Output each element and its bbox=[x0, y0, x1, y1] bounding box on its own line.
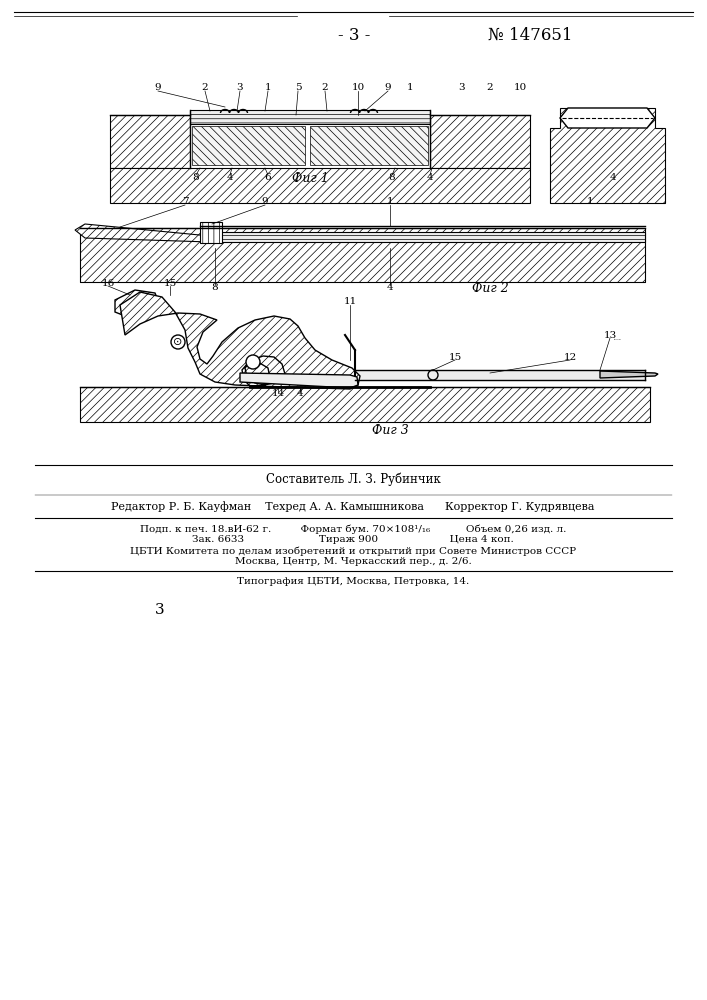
Text: 16: 16 bbox=[101, 278, 115, 288]
Text: 1: 1 bbox=[407, 84, 414, 93]
Text: ЦБТИ Комитета по делам изобретений и открытий при Совете Министров СССР: ЦБТИ Комитета по делам изобретений и отк… bbox=[130, 546, 576, 556]
Text: 6: 6 bbox=[264, 174, 271, 182]
Text: 9: 9 bbox=[385, 84, 391, 93]
Text: 12: 12 bbox=[563, 353, 577, 361]
Text: 3: 3 bbox=[156, 603, 165, 617]
Polygon shape bbox=[310, 126, 428, 165]
Text: 2: 2 bbox=[322, 84, 328, 93]
Text: 2: 2 bbox=[201, 84, 209, 93]
Polygon shape bbox=[80, 387, 650, 422]
Circle shape bbox=[246, 355, 260, 369]
Text: ⊙: ⊙ bbox=[173, 337, 182, 347]
Text: Составитель Л. З. Рубинчик: Составитель Л. З. Рубинчик bbox=[266, 472, 440, 486]
Polygon shape bbox=[240, 373, 358, 388]
Text: Фиг 1: Фиг 1 bbox=[291, 172, 328, 184]
Text: 10: 10 bbox=[513, 84, 527, 93]
Text: 1: 1 bbox=[387, 198, 393, 207]
Text: 7: 7 bbox=[182, 198, 188, 207]
Text: 1: 1 bbox=[264, 84, 271, 93]
Text: 8: 8 bbox=[389, 174, 395, 182]
Text: 15: 15 bbox=[448, 353, 462, 361]
Text: 3: 3 bbox=[459, 84, 465, 93]
Text: 9: 9 bbox=[262, 198, 269, 207]
Polygon shape bbox=[600, 371, 658, 378]
Polygon shape bbox=[200, 222, 222, 243]
Text: Подп. к печ. 18.вИ-62 г.         Формат бум. 70×108¹/₁₆           Объем 0,26 изд: Подп. к печ. 18.вИ-62 г. Формат бум. 70×… bbox=[140, 524, 566, 534]
Text: 8: 8 bbox=[211, 284, 218, 292]
Text: 15: 15 bbox=[163, 278, 177, 288]
Text: 9: 9 bbox=[155, 84, 161, 93]
Text: Типография ЦБТИ, Москва, Петровка, 14.: Типография ЦБТИ, Москва, Петровка, 14. bbox=[237, 576, 469, 585]
Text: 13: 13 bbox=[603, 330, 617, 340]
Text: Зак. 6633                       Тираж 900                      Цена 4 коп.: Зак. 6633 Тираж 900 Цена 4 коп. bbox=[192, 536, 514, 544]
Text: 10: 10 bbox=[351, 84, 365, 93]
Text: Москва, Центр, М. Черкасский пер., д. 2/6.: Москва, Центр, М. Черкасский пер., д. 2/… bbox=[235, 558, 472, 566]
Polygon shape bbox=[210, 232, 645, 242]
Polygon shape bbox=[120, 292, 360, 389]
Text: Фиг 2: Фиг 2 bbox=[472, 282, 508, 294]
Text: № 147651: № 147651 bbox=[488, 26, 572, 43]
Text: 4: 4 bbox=[227, 174, 233, 182]
Text: 4: 4 bbox=[427, 174, 433, 182]
Polygon shape bbox=[80, 228, 645, 282]
Polygon shape bbox=[190, 110, 430, 124]
Text: 1: 1 bbox=[587, 198, 593, 207]
Text: Редактор Р. Б. Кауфман    Техред А. А. Камышникова      Корректор Г. Кудрявцева: Редактор Р. Б. Кауфман Техред А. А. Камы… bbox=[111, 502, 595, 512]
Text: 8: 8 bbox=[193, 174, 199, 182]
Text: - 3 -: - 3 - bbox=[338, 26, 370, 43]
Polygon shape bbox=[110, 168, 530, 203]
Text: 4: 4 bbox=[297, 389, 303, 398]
Polygon shape bbox=[75, 224, 210, 242]
Text: № 147651: № 147651 bbox=[614, 339, 621, 340]
Polygon shape bbox=[192, 126, 305, 165]
Text: 4: 4 bbox=[609, 174, 617, 182]
Text: 5: 5 bbox=[295, 84, 301, 93]
Polygon shape bbox=[550, 108, 665, 203]
Text: 14: 14 bbox=[271, 389, 285, 398]
Polygon shape bbox=[110, 115, 190, 168]
Text: 2: 2 bbox=[486, 84, 493, 93]
Circle shape bbox=[171, 335, 185, 349]
Text: 3: 3 bbox=[237, 84, 243, 93]
Text: 4: 4 bbox=[387, 284, 393, 292]
Polygon shape bbox=[560, 108, 655, 128]
Polygon shape bbox=[115, 290, 160, 318]
Polygon shape bbox=[430, 115, 530, 168]
Text: 11: 11 bbox=[344, 298, 356, 306]
Text: Фиг 3: Фиг 3 bbox=[372, 424, 409, 436]
